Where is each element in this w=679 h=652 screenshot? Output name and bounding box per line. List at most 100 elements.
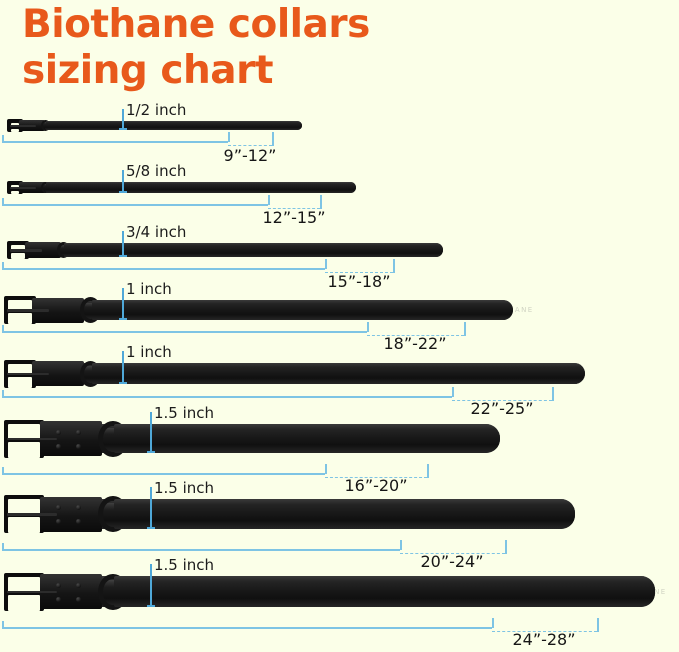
range-label: 22”-25” [470, 399, 534, 418]
width-label: 1 inch [126, 343, 172, 361]
measure-baseline [2, 549, 400, 551]
measure-tick-range-start [228, 132, 230, 142]
measure-baseline [2, 331, 367, 333]
measure-tick-range-start [452, 387, 454, 397]
buckle-opening [11, 128, 19, 132]
measure-tick-left [2, 621, 4, 628]
buckle-rivet [76, 429, 81, 435]
range-label: 15”-18” [327, 272, 391, 291]
width-label: 3/4 inch [126, 223, 187, 241]
measure-tick-range-end [505, 540, 507, 554]
measure-tick-range-start [325, 259, 327, 269]
measure-tick-left [2, 390, 4, 397]
width-indicator-cap [147, 527, 155, 529]
range-label: 12”-15” [262, 208, 326, 227]
buckle-rivet [56, 596, 61, 602]
buckle-opening [8, 363, 32, 375]
width-indicator-line [119, 109, 127, 130]
strap-over-ring [91, 300, 513, 320]
strap-over-ring [114, 424, 500, 453]
width-label: 5/8 inch [126, 162, 187, 180]
measure-baseline [2, 627, 492, 629]
buckle-opening [8, 499, 40, 515]
range-dashed-line [228, 145, 272, 146]
width-indicator-line [119, 231, 127, 257]
strap-over-ring [45, 182, 356, 193]
measure-tick-range-end [427, 464, 429, 478]
buckle-opening [8, 313, 32, 324]
range-dashed-line [492, 631, 597, 632]
range-label: 24”-28” [512, 630, 576, 649]
measure-tick-left [2, 198, 4, 205]
buckle-tongue [7, 437, 57, 440]
buckle-tongue [10, 186, 36, 189]
measure-tick-range-end [597, 618, 599, 632]
range-label: 18”-22” [383, 334, 447, 353]
range-label: 9”-12” [223, 146, 277, 165]
buckle-opening [11, 253, 25, 259]
measure-tick-range-end [464, 322, 466, 336]
buckle-rivet [76, 443, 81, 449]
buckle-tongue [7, 513, 57, 516]
measure-tick-left [2, 135, 4, 142]
range-dashed-line [325, 272, 393, 273]
width-indicator-cap [119, 318, 127, 320]
buckle-rivet [76, 596, 81, 602]
width-label: 1/2 inch [126, 101, 187, 119]
width-indicator-line [147, 487, 155, 529]
measure-tick-left [2, 543, 4, 550]
range-dashed-line [325, 477, 427, 478]
buckle-strap-fold [25, 242, 61, 258]
buckle-rivet [56, 519, 61, 524]
buckle-opening [11, 245, 25, 251]
range-label: 16”-20” [344, 476, 408, 495]
buckle-opening [8, 594, 40, 611]
buckle-rivet [76, 582, 81, 588]
width-indicator-cap [119, 255, 127, 257]
measure-tick-range-start [400, 540, 402, 550]
buckle-tongue [7, 309, 49, 312]
range-dashed-line [367, 335, 464, 336]
strap-over-ring [64, 243, 443, 257]
measure-baseline [2, 396, 452, 398]
measure-tick-range-start [325, 464, 327, 474]
width-label: 1.5 inch [154, 479, 215, 497]
width-indicator-line [119, 170, 127, 193]
range-dashed-line [268, 208, 320, 209]
measure-tick-left [2, 467, 4, 474]
page-title: Biothane collars sizing chart [22, 2, 462, 94]
buckle-opening [8, 423, 40, 440]
buckle-opening [11, 190, 19, 194]
strap-over-ring [45, 121, 302, 130]
range-label: 20”-24” [420, 552, 484, 571]
strap-over-ring [114, 576, 655, 607]
measure-tick-range-start [492, 618, 494, 628]
measure-tick-left [2, 325, 4, 332]
buckle-opening [8, 517, 40, 533]
range-dashed-line [400, 553, 505, 554]
buckle-rivet [56, 443, 61, 449]
measure-tick-left [2, 262, 4, 269]
title-line-2: sizing chart [22, 48, 274, 93]
strap-over-ring [91, 363, 585, 384]
width-indicator-cap [147, 605, 155, 607]
strap-over-ring [114, 499, 575, 529]
measure-tick-range-end [272, 132, 274, 146]
buckle-rivet [56, 582, 61, 588]
measure-tick-range-end [393, 259, 395, 273]
width-label: 1.5 inch [154, 404, 215, 422]
measure-baseline [2, 141, 228, 143]
measure-tick-range-end [552, 387, 554, 401]
width-label: 1 inch [126, 280, 172, 298]
buckle-rivet [76, 519, 81, 524]
buckle-opening [8, 441, 40, 458]
buckle-rivet [76, 505, 81, 510]
measure-baseline [2, 204, 268, 206]
range-dashed-line [452, 400, 552, 401]
width-indicator-cap [119, 382, 127, 384]
measure-tick-range-start [367, 322, 369, 332]
measure-baseline [2, 473, 325, 475]
width-indicator-cap [119, 191, 127, 193]
